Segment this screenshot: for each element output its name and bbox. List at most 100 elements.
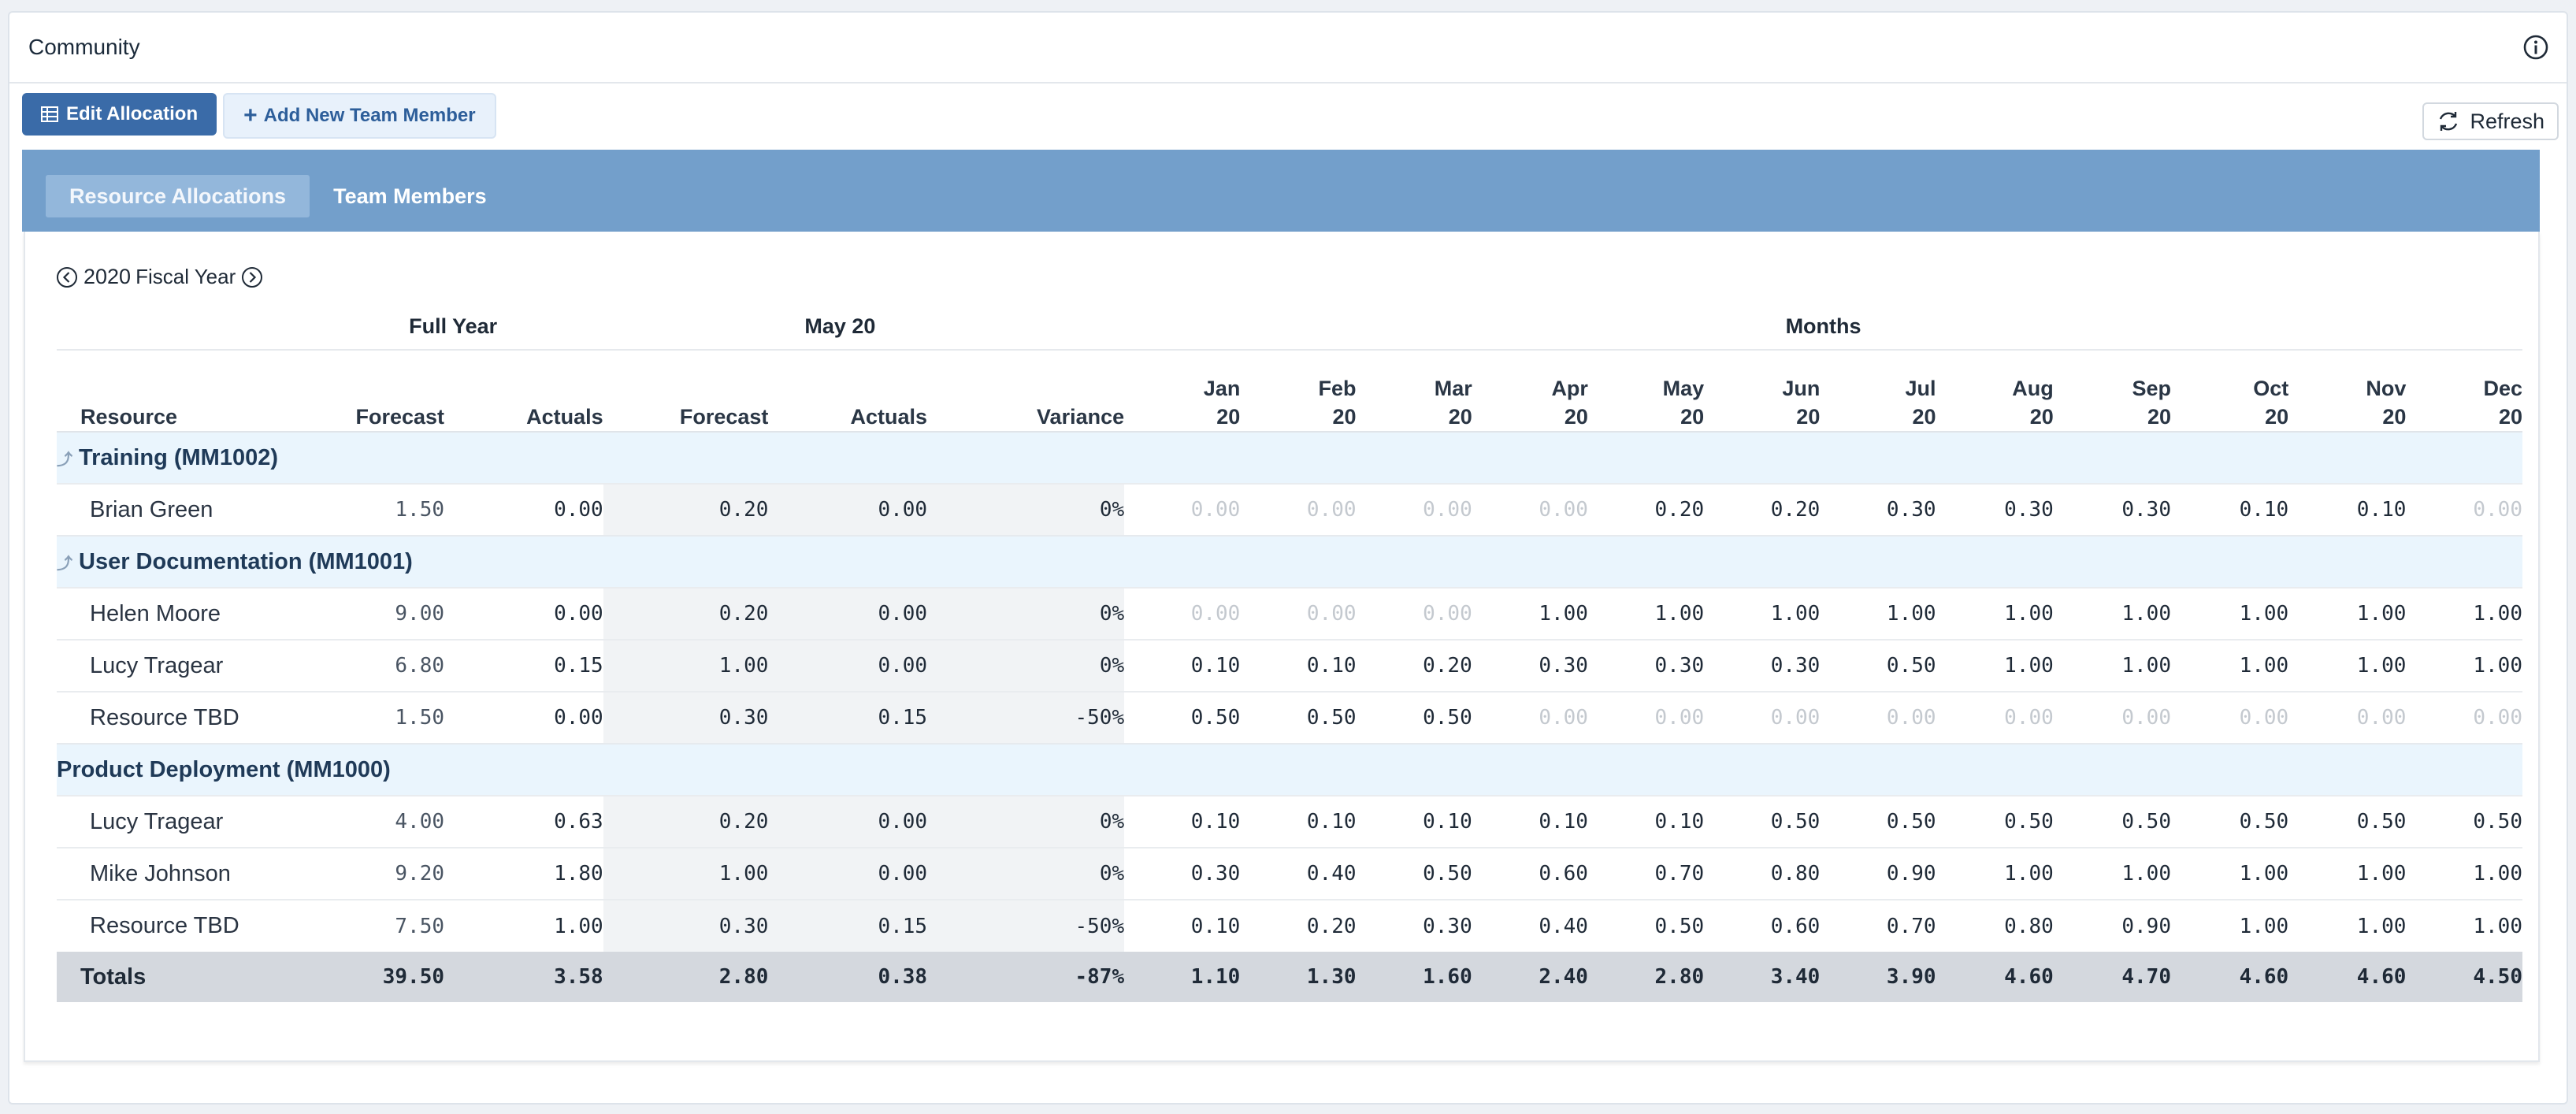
table-row[interactable]: Resource TBD 1.50 0.00 0.30 0.15 -50% 0.50 0.50…: [57, 691, 2522, 744]
variance-cell: 0%: [927, 795, 1125, 848]
col-month-jan: Jan 20: [1124, 350, 1241, 433]
month-cell-feb: 0.20: [1240, 899, 1357, 952]
variance-cell: -50%: [927, 899, 1125, 952]
month-cell-feb: 0.50: [1240, 691, 1357, 744]
totals-month-feb: 1.30: [1240, 952, 1357, 1002]
section-row[interactable]: ⤴ Training (MM1002): [57, 431, 2522, 484]
allocation-body: ⤴ Training (MM1002) Brian Green 1.50 0.00 0.2…: [57, 431, 2522, 1002]
month-cell-feb: 0.00: [1240, 587, 1357, 640]
month-cell-jan: 0.00: [1124, 587, 1241, 640]
totals-fy-forecast: 39.50: [303, 952, 445, 1002]
col-variance: Variance: [927, 350, 1125, 433]
info-icon[interactable]: [2522, 34, 2549, 61]
edit-allocation-button[interactable]: Edit Allocation: [22, 93, 217, 136]
month-cell-dec: 1.00: [2406, 899, 2522, 952]
month-cell-aug: 1.00: [1936, 587, 2054, 640]
chevron-left-icon[interactable]: [55, 266, 79, 289]
tab-resource-allocations[interactable]: Resource Allocations: [46, 175, 310, 217]
table-row[interactable]: Helen Moore 9.00 0.00 0.20 0.00 0% 0.00 0.00 0.0…: [57, 587, 2522, 640]
col-fy-forecast: Forecast: [303, 350, 445, 433]
refresh-button[interactable]: Refresh: [2422, 102, 2559, 140]
month-cell-jul: 0.70: [1820, 899, 1936, 952]
month-cell-apr: 0.00: [1472, 691, 1588, 744]
month-year: 20: [1564, 405, 1588, 429]
fy-actuals-cell: 0.00: [444, 691, 603, 744]
month-cell-may: 0.70: [1587, 847, 1705, 900]
collapse-icon[interactable]: ⤴: [57, 451, 72, 470]
month-cell-jul: 0.50: [1820, 639, 1936, 692]
month-cell-aug: 0.80: [1936, 899, 2054, 952]
card-header: Community: [9, 13, 2567, 84]
month-cell-oct: 0.00: [2170, 691, 2289, 744]
totals-fy-actuals: 3.58: [444, 952, 603, 1002]
add-team-member-label: Add New Team Member: [263, 105, 476, 126]
table-row[interactable]: Mike Johnson 9.20 1.80 1.00 0.00 0% 0.30 0.40 0.…: [57, 847, 2522, 900]
group-period: May 20: [603, 304, 1125, 351]
section-label: User Documentation (MM1001): [79, 548, 413, 574]
totals-row: Totals 39.50 3.58 2.80 0.38 -87% 1.10 1.30 1.60 2…: [57, 952, 2522, 1002]
month-cell-mar: 0.50: [1356, 691, 1472, 744]
month-cell-may: 0.10: [1587, 795, 1705, 848]
variance-cell: 0%: [927, 847, 1125, 900]
month-cell-jan: 0.00: [1124, 483, 1241, 536]
chevron-right-icon[interactable]: [240, 266, 264, 289]
table-row[interactable]: Lucy Tragear 4.00 0.63 0.20 0.00 0% 0.10 0.10 0.…: [57, 795, 2522, 848]
collapse-icon[interactable]: ⤴: [57, 555, 72, 574]
add-team-member-button[interactable]: + Add New Team Member: [223, 93, 496, 139]
totals-month-apr: 2.40: [1472, 952, 1588, 1002]
month-cell-nov: 1.00: [2288, 899, 2407, 952]
month-cell-sep: 0.00: [2053, 691, 2171, 744]
table-icon: [41, 106, 58, 122]
tab-team-members[interactable]: Team Members: [333, 184, 487, 208]
toolbar: Edit Allocation + Add New Team Member: [22, 93, 496, 139]
table-row[interactable]: Brian Green 1.50 0.00 0.20 0.00 0% 0.00 0.00 0.0…: [57, 483, 2522, 536]
col-period-actuals: Actuals: [768, 350, 928, 433]
totals-period-actuals: 0.38: [768, 952, 928, 1002]
table-row[interactable]: Resource TBD 7.50 1.00 0.30 0.15 -50% 0.10 0.20…: [57, 899, 2522, 952]
month-year: 20: [2265, 405, 2289, 429]
month-cell-feb: 0.10: [1240, 639, 1357, 692]
month-cell-oct: 1.00: [2170, 847, 2289, 900]
resource-name: Lucy Tragear: [57, 795, 303, 848]
month-cell-jul: 1.00: [1820, 587, 1936, 640]
col-period-forecast: Forecast: [603, 350, 769, 433]
variance-cell: 0%: [927, 639, 1125, 692]
totals-month-jan: 1.10: [1124, 952, 1241, 1002]
fiscal-year-nav: 2020 Fiscal Year: [55, 265, 264, 289]
table-row[interactable]: Lucy Tragear 6.80 0.15 1.00 0.00 0% 0.10 0.10 0.…: [57, 639, 2522, 692]
col-month-dec: Dec 20: [2406, 350, 2522, 433]
period-forecast-cell: 1.00: [603, 847, 769, 900]
month-cell-may: 0.20: [1587, 483, 1705, 536]
section-row[interactable]: ⤴ User Documentation (MM1001): [57, 535, 2522, 588]
period-forecast-cell: 1.00: [603, 639, 769, 692]
month-cell-may: 0.50: [1587, 899, 1705, 952]
month-name: Jun: [1782, 377, 1821, 400]
allocation-table: Full Year May 20 Months Resource Forecas…: [57, 304, 2522, 1002]
period-forecast-cell: 0.30: [603, 899, 769, 952]
fy-actuals-cell: 1.80: [444, 847, 603, 900]
section-row[interactable]: Product Deployment (MM1000): [57, 743, 2522, 796]
month-cell-jul: 0.50: [1820, 795, 1936, 848]
totals-month-sep: 4.70: [2053, 952, 2171, 1002]
col-month-mar: Mar 20: [1356, 350, 1472, 433]
fy-actuals-cell: 0.00: [444, 483, 603, 536]
month-cell-dec: 1.00: [2406, 587, 2522, 640]
month-cell-mar: 0.10: [1356, 795, 1472, 848]
month-name: Nov: [2366, 377, 2407, 400]
totals-month-jul: 3.90: [1820, 952, 1936, 1002]
month-cell-oct: 1.00: [2170, 899, 2289, 952]
resource-name: Helen Moore: [57, 587, 303, 640]
month-cell-jan: 0.30: [1124, 847, 1241, 900]
month-cell-mar: 0.30: [1356, 899, 1472, 952]
month-cell-apr: 0.40: [1472, 899, 1588, 952]
month-name: Mar: [1434, 377, 1472, 400]
col-month-feb: Feb 20: [1240, 350, 1357, 433]
month-year: 20: [2147, 405, 2171, 429]
month-name: Jul: [1905, 377, 1936, 400]
month-year: 20: [1912, 405, 1936, 429]
month-cell-jul: 0.30: [1820, 483, 1936, 536]
section-label: Training (MM1002): [79, 444, 278, 470]
fy-actuals-cell: 0.63: [444, 795, 603, 848]
fy-actuals-cell: 0.00: [444, 587, 603, 640]
variance-cell: -50%: [927, 691, 1125, 744]
